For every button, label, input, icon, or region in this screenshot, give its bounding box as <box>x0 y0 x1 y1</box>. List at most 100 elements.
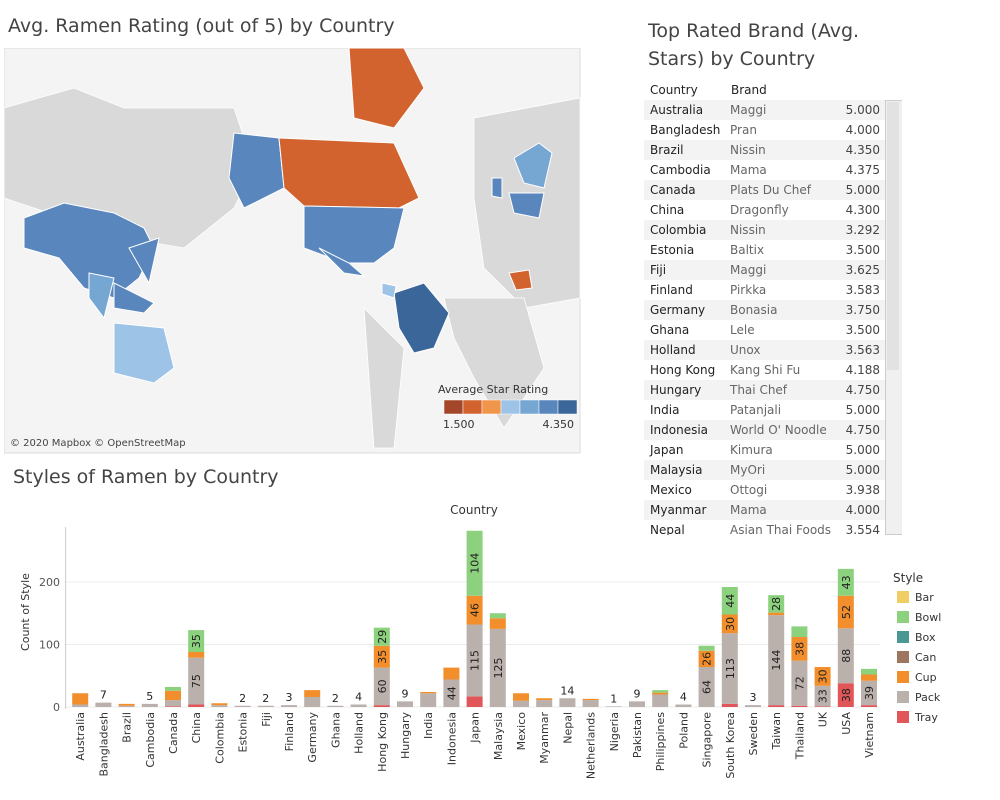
brand-cell: Ottogi <box>730 483 768 497</box>
table: Australia Maggi 5.000 Bangladesh Pran 4.000 Br… <box>644 100 902 535</box>
chart-title: Styles of Ramen by Country <box>13 466 279 488</box>
data-label: 39 <box>863 686 876 700</box>
bar-segment <box>118 703 135 706</box>
x-tick-label: Singapore <box>701 712 714 768</box>
data-label: 7 <box>100 689 107 702</box>
brand-cell: Kang Shi Fu <box>730 363 801 377</box>
x-tick-label: Brazil <box>121 712 134 743</box>
rating-cell: 3.625 <box>845 263 880 277</box>
x-tick-label: China <box>190 712 203 743</box>
bar-segment <box>513 693 529 701</box>
rating-cell: 4.750 <box>845 423 880 437</box>
y-axis-title: Count of Style <box>19 573 32 651</box>
table-row: India Patanjali 5.000 <box>644 400 885 421</box>
bar-segment <box>466 696 483 707</box>
rating-cell: 3.938 <box>845 483 880 497</box>
x-tick-label: Colombia <box>213 712 226 764</box>
bar-segment <box>837 568 854 596</box>
data-label: 33 <box>817 689 830 703</box>
bar-segment <box>281 705 297 707</box>
bar-segment <box>72 693 89 705</box>
table-row: Hong Kong Kang Shi Fu 4.188 <box>644 360 885 381</box>
country-cell: Cambodia <box>650 163 711 177</box>
x-tick-label: UK <box>817 711 830 727</box>
rating-cell: 5.000 <box>845 443 880 457</box>
rating-cell: 5.000 <box>845 463 880 477</box>
bar-segment <box>211 703 228 706</box>
bar-segment <box>837 683 854 707</box>
data-label: 144 <box>770 650 783 671</box>
data-label: 2 <box>332 692 339 705</box>
bar-segment <box>188 657 205 705</box>
country-cell: Colombia <box>650 223 707 237</box>
bar-segment <box>791 660 808 706</box>
bar-segment <box>791 637 808 661</box>
legend-swatch <box>538 399 559 415</box>
brand-cell: Thai Chef <box>730 383 788 397</box>
bar-segment <box>768 705 785 707</box>
bar-segment <box>211 705 228 707</box>
bar-segment <box>837 628 854 684</box>
bar-segment <box>489 613 506 619</box>
bar-segment <box>373 645 390 668</box>
x-tick-label: Japan <box>469 712 482 744</box>
data-label: 2 <box>262 692 269 705</box>
table-row: Mexico Ottogi 3.938 <box>644 480 885 501</box>
table-row: Brazil Nissin 4.350 <box>644 140 885 161</box>
bar-segment <box>489 628 506 707</box>
brand-cell: Maggi <box>730 103 767 117</box>
bar-segment <box>373 627 390 646</box>
bar-segment <box>698 650 715 667</box>
bar-segment <box>559 698 576 707</box>
y-tick-label: 200 <box>39 576 60 589</box>
rating-cell: 4.300 <box>845 203 880 217</box>
map-title: Avg. Ramen Rating (out of 5) by Country <box>8 15 395 37</box>
legend-swatch <box>519 399 540 415</box>
data-label: 64 <box>701 680 714 694</box>
map: © 2020 Mapbox © OpenStreetMap Average St… <box>4 48 581 454</box>
country-cell: Bangladesh <box>650 123 721 137</box>
table-row: Holland Unox 3.563 <box>644 340 885 361</box>
data-label: 72 <box>793 676 806 690</box>
rating-cell: 5.000 <box>845 403 880 417</box>
brand-cell: World O' Noodle <box>730 423 827 437</box>
legend-label: Can <box>915 651 936 664</box>
data-label: 3 <box>286 691 293 704</box>
brand-cell: Bonasia <box>730 303 778 317</box>
country-cell: Finland <box>650 283 693 297</box>
bar-segment <box>814 706 831 707</box>
bar-chart: Country Count of Style Style 0 100 200 Aust… <box>19 503 941 779</box>
data-label: 2 <box>239 692 246 705</box>
bar-segment <box>721 587 738 615</box>
x-tick-label: India <box>422 712 435 739</box>
x-tick-label: Holland <box>353 712 366 754</box>
country-cell: Holland <box>650 343 696 357</box>
data-label: 38 <box>840 688 853 702</box>
bar-segment <box>466 595 483 625</box>
bar-segment <box>745 705 761 707</box>
table-row: Estonia Baltix 3.500 <box>644 240 885 261</box>
scroll-thumb[interactable] <box>887 102 899 370</box>
x-tick-label: Australia <box>74 712 87 761</box>
brand-cell: Unox <box>730 343 761 357</box>
bar-segment <box>837 595 854 629</box>
country-cell: Malaysia <box>650 463 703 477</box>
country-cell: Hungary <box>650 383 702 397</box>
legend-swatch <box>897 651 909 663</box>
data-label: 38 <box>793 642 806 656</box>
bar-segment <box>629 701 645 707</box>
rating-cell: 5.000 <box>845 183 880 197</box>
table-row: Bangladesh Pran 4.000 <box>644 120 885 141</box>
data-label: 3 <box>750 691 757 704</box>
x-tick-label: Estonia <box>237 712 250 753</box>
bar-segment <box>304 697 321 707</box>
brand-cell: Pirkka <box>730 283 767 297</box>
data-label: 26 <box>701 652 714 666</box>
brand-cell: Lele <box>730 323 755 337</box>
bar-segment <box>443 679 460 707</box>
data-label: 4 <box>680 691 687 704</box>
bar-segment <box>397 701 413 707</box>
bar-segment <box>652 690 669 693</box>
data-label: 43 <box>840 575 853 589</box>
legend-max: 4.350 <box>543 418 575 431</box>
